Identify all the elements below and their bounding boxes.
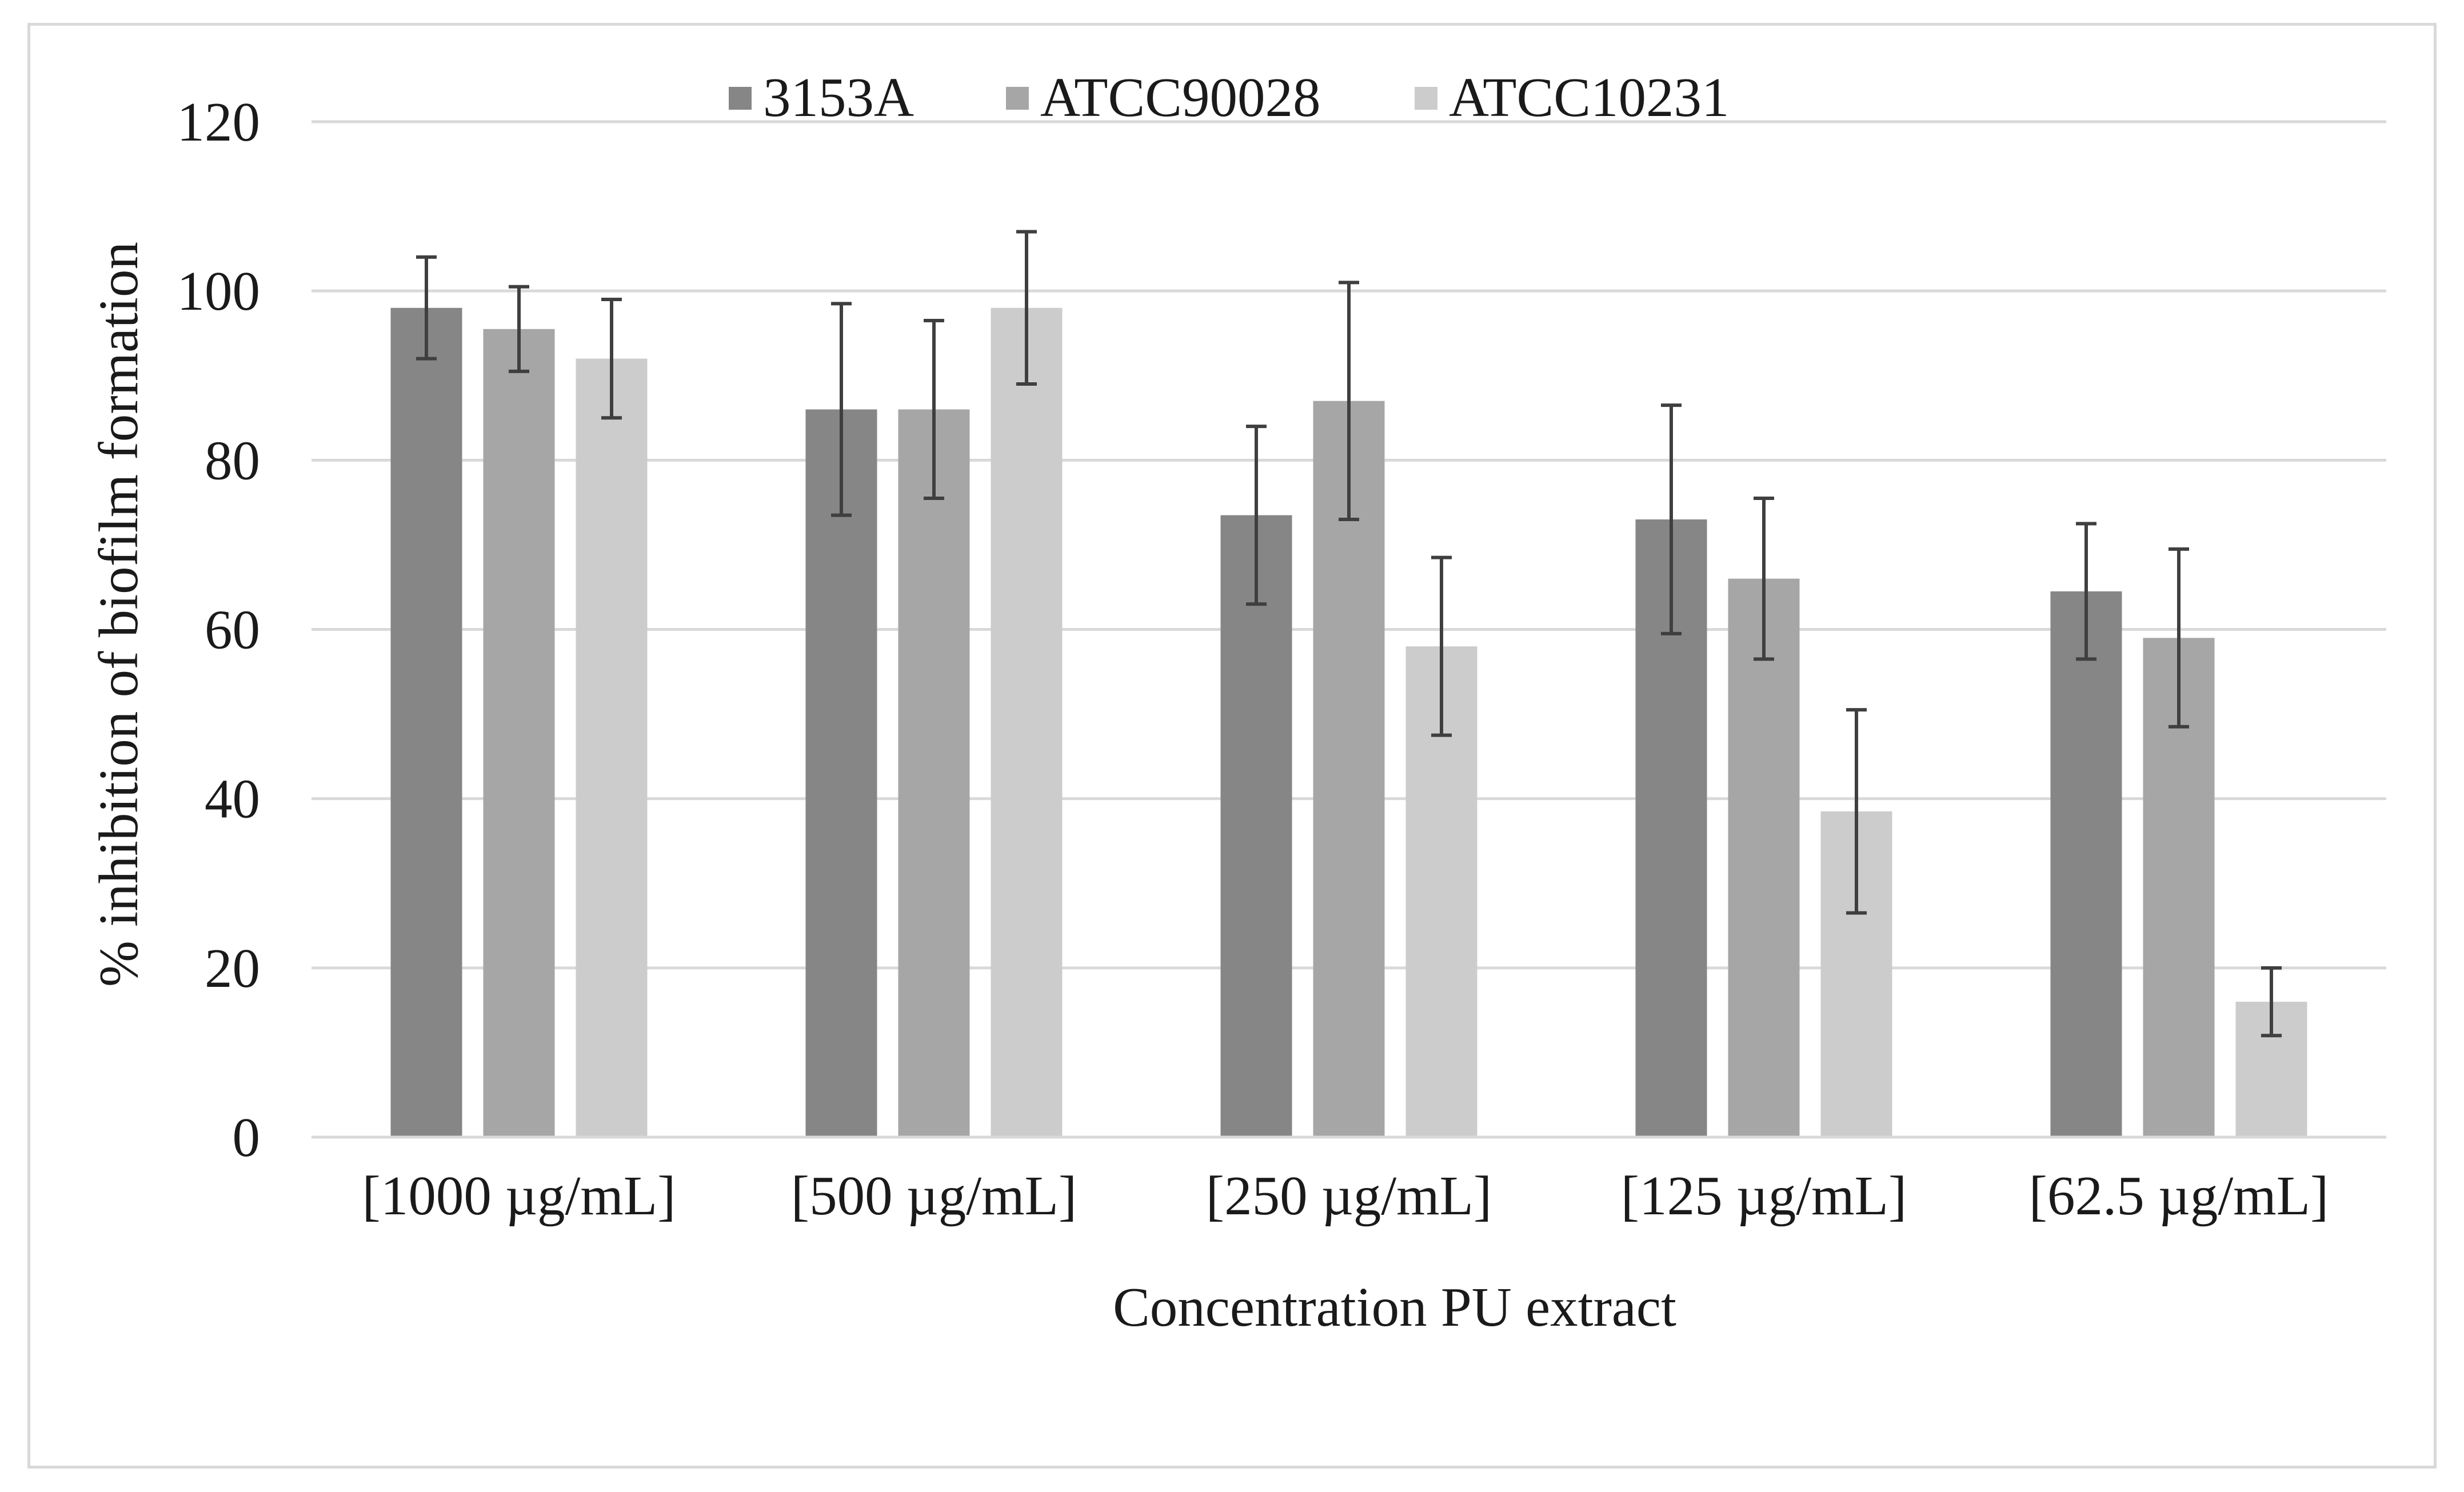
- error-bar-atcc90028-125-g-ml: [1754, 496, 1774, 661]
- bar-3153a-500-g-ml: [805, 409, 877, 1137]
- legend-swatch-3153a: [729, 87, 752, 110]
- bar-atcc10231-500-g-ml: [991, 307, 1063, 1137]
- legend-label-atcc90028: ATCC90028: [1040, 67, 1320, 128]
- y-tick-label-100: 100: [177, 261, 261, 322]
- error-bar-atcc10231-62-5-g-ml: [2261, 966, 2282, 1038]
- bars: [390, 307, 2307, 1138]
- error-bars: [416, 230, 2282, 1038]
- y-tick-label-80: 80: [205, 430, 260, 491]
- error-bar-3153a-500-g-ml: [831, 302, 852, 517]
- x-tick-label-500-g-ml: [500 µg/mL]: [791, 1165, 1077, 1226]
- y-axis-title: % inhibition of biofilm formation: [88, 242, 149, 987]
- error-bar-3153a-62-5-g-ml: [2076, 522, 2096, 661]
- bar-atcc10231-1000-g-ml: [576, 358, 648, 1138]
- bar-atcc90028-500-g-ml: [898, 409, 970, 1137]
- y-tick-label-0: 0: [233, 1107, 261, 1168]
- bar-atcc90028-250-g-ml: [1313, 401, 1385, 1137]
- bar-atcc90028-125-g-ml: [1728, 578, 1800, 1137]
- legend-label-3153a: 3153A: [763, 67, 914, 128]
- bar-3153a-250-g-ml: [1220, 515, 1292, 1137]
- error-bar-3153a-250-g-ml: [1246, 425, 1267, 606]
- error-bar-atcc10231-1000-g-ml: [601, 297, 622, 420]
- y-axis-ticks: 0 20 40 60 80 100 120: [177, 91, 261, 1168]
- error-bar-atcc10231-250-g-ml: [1431, 555, 1452, 737]
- y-tick-label-40: 40: [205, 769, 260, 830]
- error-bar-atcc90028-1000-g-ml: [509, 285, 529, 373]
- bar-3153a-62-5-g-ml: [2050, 591, 2122, 1137]
- y-tick-label-120: 120: [177, 91, 261, 153]
- bar-atcc90028-1000-g-ml: [483, 329, 555, 1137]
- x-tick-label-1000-g-ml: [1000 µg/mL]: [362, 1165, 676, 1226]
- legend-label-atcc10231: ATCC10231: [1449, 67, 1729, 128]
- y-tick-label-20: 20: [205, 938, 260, 999]
- error-bar-atcc90028-250-g-ml: [1339, 281, 1359, 521]
- error-bar-atcc90028-500-g-ml: [924, 318, 944, 500]
- error-bar-atcc10231-125-g-ml: [1846, 708, 1867, 915]
- x-axis-ticks: [1000 µg/mL] [500 µg/mL] [250 µg/mL] [125 µ…: [362, 1165, 2329, 1226]
- bar-3153a-1000-g-ml: [390, 307, 462, 1137]
- error-bar-3153a-1000-g-ml: [416, 255, 437, 361]
- x-axis-title: Concentration PU extract: [1113, 1277, 1676, 1338]
- x-tick-label-62-5-g-ml: [62.5 µg/mL]: [2029, 1165, 2329, 1226]
- x-tick-label-125-g-ml: [125 µg/mL]: [1621, 1165, 1907, 1226]
- legend-swatch-atcc90028: [1006, 87, 1029, 110]
- y-tick-label-60: 60: [205, 599, 260, 661]
- x-tick-label-250-g-ml: [250 µg/mL]: [1206, 1165, 1492, 1226]
- legend: 3153A ATCC90028 ATCC10231: [729, 67, 1729, 128]
- error-bar-atcc90028-62-5-g-ml: [2169, 547, 2189, 729]
- error-bar-3153a-125-g-ml: [1661, 403, 1682, 635]
- error-bar-atcc10231-500-g-ml: [1016, 230, 1037, 386]
- legend-swatch-atcc10231: [1415, 87, 1437, 110]
